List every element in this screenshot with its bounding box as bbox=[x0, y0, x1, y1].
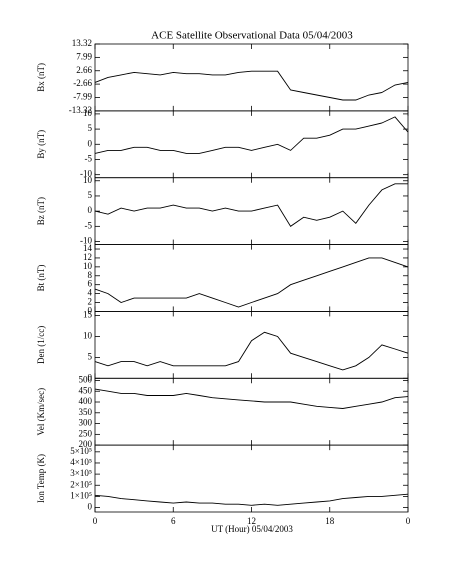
panel-frame bbox=[94, 244, 409, 312]
y-axis-label: Bx (nT) bbox=[36, 63, 46, 92]
y-tick-label: -2.66 bbox=[73, 78, 92, 88]
y-tick-label: 4×10⁵ bbox=[70, 457, 92, 467]
chart-title: ACE Satellite Observational Data 05/04/2… bbox=[151, 30, 353, 42]
y-tick-label: 14 bbox=[83, 243, 93, 253]
y-tick-label: 1×10⁵ bbox=[70, 490, 92, 500]
y-tick-label: 15 bbox=[83, 310, 93, 320]
y-tick-label: 300 bbox=[79, 418, 93, 428]
y-axis-label: Ion Temp (K) bbox=[36, 454, 46, 503]
y-tick-label: 2 bbox=[88, 297, 93, 307]
y-tick-label: 2.66 bbox=[76, 65, 92, 75]
panel-frame bbox=[94, 43, 409, 112]
y-tick-label: 5×10⁵ bbox=[70, 446, 92, 456]
y-tick-label: 0 bbox=[88, 305, 93, 315]
panel-frame bbox=[94, 377, 409, 446]
x-tick-label: 6 bbox=[171, 516, 176, 526]
x-tick-label: 0 bbox=[406, 516, 411, 526]
data-line bbox=[94, 388, 409, 409]
y-axis-label: Bz (nT) bbox=[36, 197, 46, 225]
y-tick-label: 350 bbox=[79, 407, 93, 417]
data-line bbox=[94, 183, 408, 227]
x-tick-label: 18 bbox=[325, 516, 335, 526]
y-axis-label: Vel (Km/sec) bbox=[36, 388, 46, 436]
y-axis-label: By (nT) bbox=[36, 130, 46, 159]
y-tick-label: 12 bbox=[83, 252, 92, 262]
y-tick-label: -5 bbox=[85, 220, 93, 230]
y-axis-label: Den (1/cc) bbox=[36, 326, 46, 364]
x-axis-label: UT (Hour) 05/04/2003 bbox=[211, 524, 293, 534]
y-tick-label: 0 bbox=[88, 138, 93, 148]
y-tick-label: -10 bbox=[80, 236, 92, 246]
y-tick-label: 4 bbox=[88, 288, 93, 298]
y-tick-label: 500 bbox=[79, 375, 93, 385]
y-tick-label: 0 bbox=[88, 502, 93, 512]
data-line bbox=[94, 257, 409, 308]
y-tick-label: 8 bbox=[88, 270, 93, 280]
x-tick-label: 12 bbox=[247, 516, 256, 526]
panel-frame bbox=[94, 311, 409, 379]
y-tick-label: 250 bbox=[79, 428, 93, 438]
y-axis-label: Bt (nT) bbox=[36, 265, 46, 292]
y-tick-label: 5 bbox=[88, 190, 93, 200]
y-tick-label: -5 bbox=[85, 154, 93, 164]
y-tick-label: 10 bbox=[83, 175, 93, 185]
panel-frame bbox=[94, 444, 409, 513]
y-tick-label: -10 bbox=[80, 169, 92, 179]
y-tick-label: 10 bbox=[83, 261, 93, 271]
y-tick-label: 10 bbox=[83, 331, 93, 341]
y-tick-label: 2×10⁵ bbox=[70, 479, 92, 489]
y-tick-label: 0 bbox=[88, 372, 93, 382]
y-tick-label: 200 bbox=[79, 439, 93, 449]
y-tick-label: 13.32 bbox=[72, 38, 92, 48]
y-tick-label: 10 bbox=[83, 108, 93, 118]
y-tick-label: 0 bbox=[88, 205, 93, 215]
data-line bbox=[94, 331, 409, 371]
data-line bbox=[94, 493, 409, 506]
y-tick-label: -13.32 bbox=[69, 105, 92, 115]
y-tick-label: 450 bbox=[79, 385, 93, 395]
y-tick-label: 3×10⁵ bbox=[70, 468, 92, 478]
data-line bbox=[94, 70, 409, 101]
x-tick-label: 0 bbox=[93, 516, 98, 526]
y-tick-label: 400 bbox=[79, 396, 93, 406]
y-tick-label: 5 bbox=[88, 351, 93, 361]
y-tick-label: 7.99 bbox=[76, 51, 92, 61]
y-tick-label: 6 bbox=[88, 279, 93, 289]
y-tick-label: -7.99 bbox=[73, 92, 92, 102]
panel-frame bbox=[94, 110, 409, 179]
y-tick-label: 5 bbox=[88, 123, 93, 133]
data-line bbox=[94, 116, 409, 154]
